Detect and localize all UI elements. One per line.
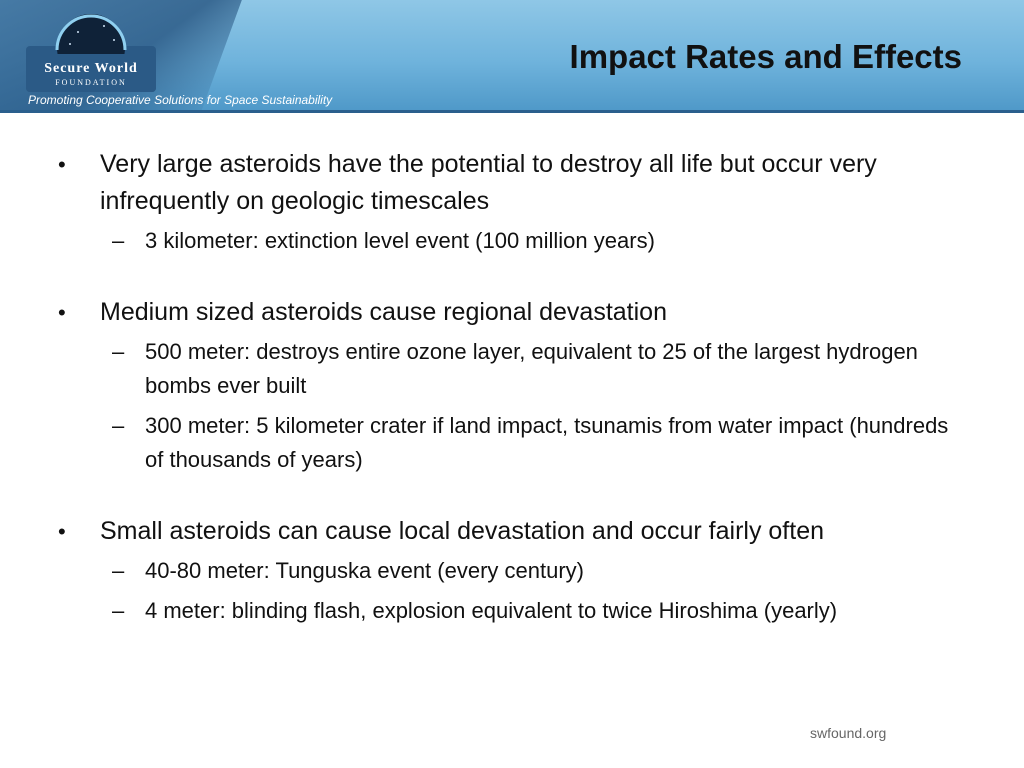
sub-bullet-item: – 40-80 meter: Tunguska event (every cen… — [112, 554, 958, 588]
bullet-text: Very large asteroids have the potential … — [100, 150, 877, 215]
secure-world-foundation-logo: Secure World FOUNDATION — [26, 14, 156, 92]
sub-bullet-text: 40-80 meter: Tunguska event (every centu… — [145, 558, 584, 583]
slide-header: Secure World FOUNDATION Promoting Cooper… — [0, 0, 1024, 112]
bullet-group: • Small asteroids can cause local devast… — [58, 513, 958, 628]
sub-bullet-item: – 500 meter: destroys entire ozone layer… — [112, 335, 958, 403]
dash-icon: – — [112, 413, 125, 438]
sub-bullet-text: 4 meter: blinding flash, explosion equiv… — [145, 598, 838, 623]
bullet-icon: • — [58, 152, 66, 177]
sub-bullet-text: 500 meter: destroys entire ozone layer, … — [145, 339, 918, 398]
dash-icon: – — [112, 228, 125, 253]
sub-bullet-text: 3 kilometer: extinction level event (100… — [145, 228, 655, 253]
bullet-icon: • — [58, 300, 66, 325]
bullet-item: • Very large asteroids have the potentia… — [58, 146, 958, 220]
bullet-item: • Small asteroids can cause local devast… — [58, 513, 958, 550]
bullet-group: • Very large asteroids have the potentia… — [58, 146, 958, 258]
slide-body: • Very large asteroids have the potentia… — [58, 146, 958, 664]
sub-bullet-item: – 3 kilometer: extinction level event (1… — [112, 224, 958, 258]
sub-bullet-text: 300 meter: 5 kilometer crater if land im… — [145, 413, 949, 472]
bullet-group: • Medium sized asteroids cause regional … — [58, 294, 958, 477]
logo-wordmark: Secure World — [44, 61, 138, 76]
dash-icon: – — [112, 598, 125, 623]
header-divider — [0, 110, 1024, 113]
bullet-text: Medium sized asteroids cause regional de… — [100, 298, 667, 326]
footer-site-link[interactable]: swfound.org — [810, 725, 887, 741]
bullet-text: Small asteroids can cause local devastat… — [100, 517, 824, 545]
logo-subtitle: FOUNDATION — [55, 78, 127, 87]
dash-icon: – — [112, 339, 125, 364]
slide-title: Impact Rates and Effects — [569, 38, 962, 75]
bullet-item: • Medium sized asteroids cause regional … — [58, 294, 958, 331]
bullet-icon: • — [58, 519, 66, 544]
dash-icon: – — [112, 558, 125, 583]
sub-bullet-item: – 4 meter: blinding flash, explosion equ… — [112, 594, 958, 628]
tagline: Promoting Cooperative Solutions for Spac… — [28, 93, 333, 107]
sub-bullet-item: – 300 meter: 5 kilometer crater if land … — [112, 409, 958, 477]
